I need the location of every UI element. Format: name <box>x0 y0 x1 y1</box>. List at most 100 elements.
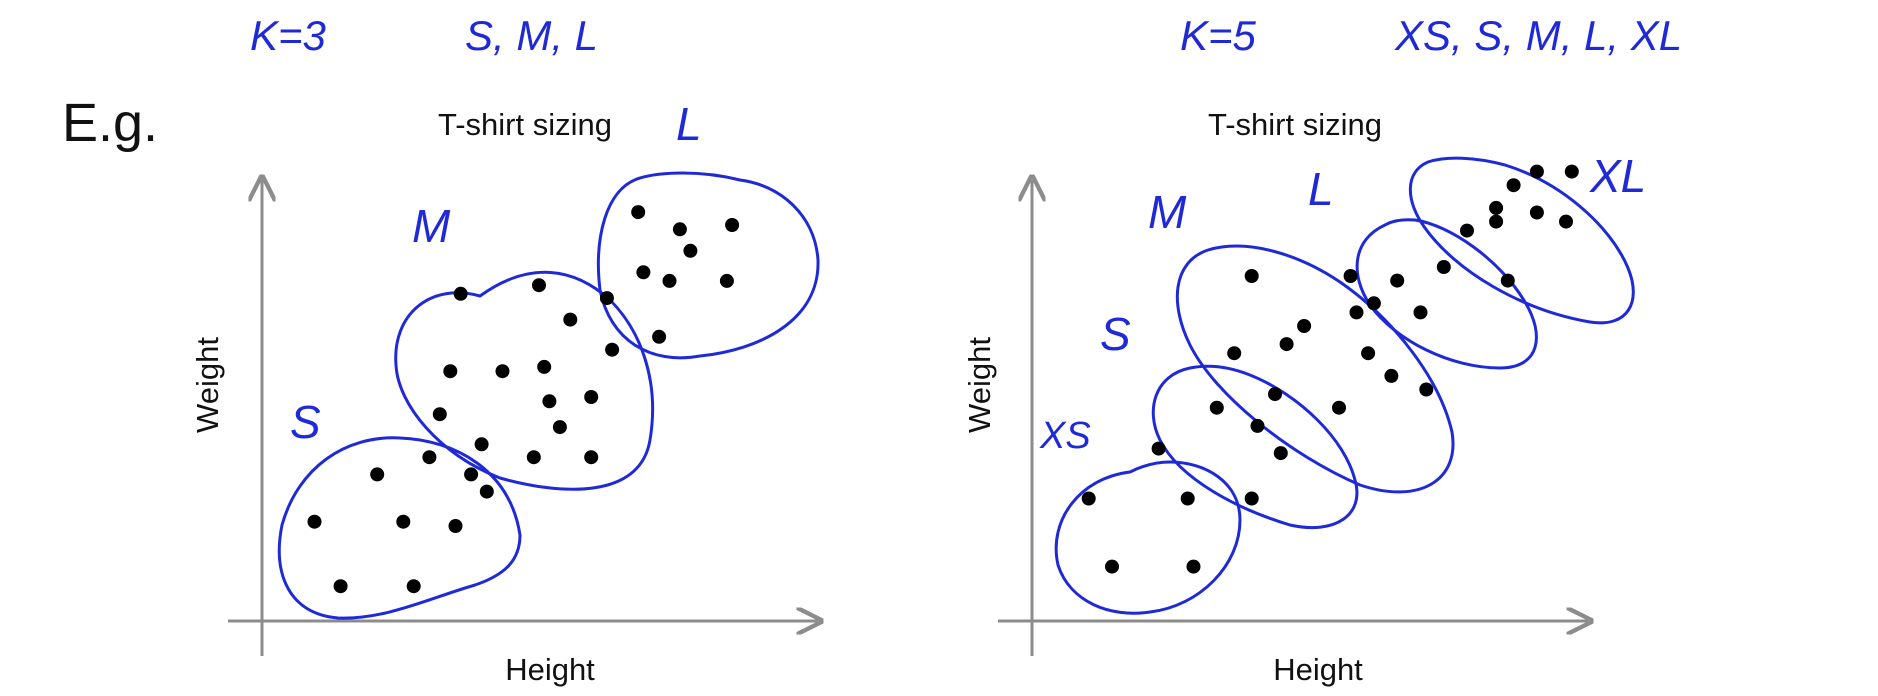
sizes-left-annotation: S, M, L <box>465 12 598 59</box>
x-axis-label: Height <box>505 652 595 687</box>
chart-title: T-shirt sizing <box>438 107 612 142</box>
cluster-outline-m <box>1175 244 1455 494</box>
data-point-l <box>662 273 677 288</box>
data-point-s <box>422 450 437 465</box>
cluster-label: S <box>1100 308 1131 360</box>
data-point-m <box>1343 269 1358 283</box>
data-point-l <box>1500 273 1515 288</box>
data-point-xl <box>1559 214 1573 229</box>
chart-title: T-shirt sizing <box>1208 107 1382 142</box>
data-point-m <box>453 286 468 301</box>
data-point-m <box>474 437 489 452</box>
sizes-right-annotation: XS, S, M, L, XL <box>1394 12 1682 59</box>
data-point-s <box>307 514 322 529</box>
cluster-labels: S M L <box>290 98 702 448</box>
cluster-label: XL <box>1589 150 1646 202</box>
cluster-label: L <box>676 98 702 150</box>
cluster-labels: XS S M L XL <box>1039 150 1646 457</box>
data-point-s <box>448 519 463 533</box>
data-point-l <box>683 243 698 258</box>
data-point-s <box>464 467 479 482</box>
data-point-m <box>542 394 557 409</box>
cluster-outlines <box>1054 156 1635 615</box>
data-point-s <box>479 484 494 499</box>
data-point-m <box>584 450 599 465</box>
cluster-outline-s <box>1151 364 1359 530</box>
k-left-annotation: K=3 <box>250 12 326 59</box>
data-point-m <box>599 291 614 306</box>
data-point-s <box>1268 387 1282 402</box>
data-point-m <box>443 364 458 379</box>
cluster-label: L <box>1308 163 1334 215</box>
cluster-label: XS <box>1039 415 1091 457</box>
data-point-xs <box>1180 491 1195 506</box>
data-point-m <box>432 407 447 422</box>
header-annotations: K=3 S, M, L K=5 XS, S, M, L, XL <box>250 12 1682 59</box>
cluster-outlines <box>277 171 820 620</box>
example-label: E.g. <box>62 93 159 153</box>
data-point-s <box>1250 418 1265 433</box>
data-point-m <box>1244 269 1259 283</box>
data-point-xl <box>1564 164 1579 179</box>
data-point-s <box>333 579 348 594</box>
data-point-l <box>725 218 740 232</box>
data-point-m <box>526 450 541 465</box>
cluster-label: M <box>1148 186 1187 238</box>
data-point-m <box>1413 305 1428 320</box>
data-point-m <box>1297 319 1312 333</box>
data-point-l <box>652 329 667 344</box>
data-point-m <box>563 312 578 327</box>
data-point-s <box>1227 346 1242 361</box>
data-point-s <box>396 514 411 529</box>
data-point-m <box>1419 382 1434 397</box>
data-point-s <box>1273 446 1288 461</box>
data-points <box>307 205 740 594</box>
cluster-outline-l <box>596 171 820 360</box>
data-point-xs <box>1151 441 1166 456</box>
data-point-l <box>1460 223 1474 238</box>
data-point-xs <box>1081 491 1096 506</box>
cluster-label: S <box>290 396 321 448</box>
data-point-xl <box>1529 205 1544 220</box>
data-point-l <box>631 205 646 220</box>
data-point-m <box>1384 368 1399 383</box>
cluster-label: M <box>412 200 451 252</box>
cluster-outline-l <box>1355 218 1538 370</box>
data-point-m <box>1361 346 1376 361</box>
x-axis-label: Height <box>1273 652 1363 687</box>
data-point-xl <box>1529 164 1544 179</box>
y-axis-label: Weight <box>190 337 225 433</box>
data-point-l <box>1489 200 1504 215</box>
data-point-s <box>1209 400 1224 415</box>
data-point-xs <box>1244 491 1259 506</box>
data-points <box>1081 164 1579 574</box>
data-point-m <box>532 278 546 293</box>
data-point-xs <box>1105 559 1119 574</box>
data-point-xs <box>1186 559 1201 574</box>
data-point-m <box>537 359 552 374</box>
data-point-m <box>605 342 620 357</box>
data-point-m <box>1390 273 1405 288</box>
data-point-l <box>719 273 734 288</box>
cluster-outline-s <box>277 436 522 620</box>
y-axis-label: Weight <box>962 337 997 433</box>
chart-k5: T-shirt sizing Height Weight XS S M L XL <box>962 107 1646 687</box>
data-point-s <box>406 579 421 594</box>
data-point-s <box>1279 337 1294 352</box>
cluster-outline-xl <box>1408 156 1635 325</box>
chart-k3: T-shirt sizing Height Weight S M L <box>190 98 818 687</box>
data-point-l <box>672 222 687 237</box>
data-point-xl <box>1506 178 1521 193</box>
data-point-m <box>495 364 510 379</box>
data-point-m <box>584 390 599 404</box>
data-point-l <box>1436 260 1451 274</box>
k-right-annotation: K=5 <box>1180 12 1257 59</box>
data-point-l <box>636 265 651 280</box>
data-point-m <box>552 420 567 435</box>
data-point-s <box>370 467 385 482</box>
data-point-s <box>1332 400 1346 415</box>
data-point-l <box>1489 214 1504 229</box>
data-point-m <box>1366 296 1381 311</box>
data-point-m <box>1349 305 1364 320</box>
